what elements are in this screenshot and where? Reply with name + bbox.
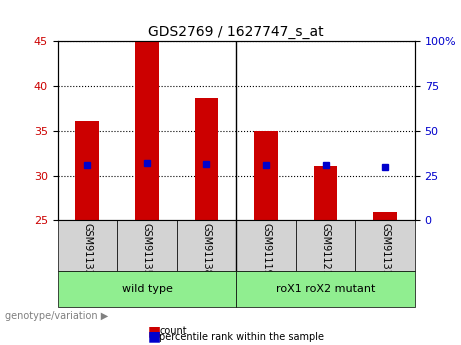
Text: wild type: wild type xyxy=(122,284,172,294)
Text: count: count xyxy=(159,326,187,336)
Text: GSM91119: GSM91119 xyxy=(261,223,271,276)
Bar xyxy=(195,98,219,220)
Text: roX1 roX2 mutant: roX1 roX2 mutant xyxy=(276,284,375,294)
FancyBboxPatch shape xyxy=(117,220,177,271)
Text: GSM91133: GSM91133 xyxy=(83,223,92,276)
Bar xyxy=(313,166,337,220)
FancyBboxPatch shape xyxy=(236,220,296,271)
FancyBboxPatch shape xyxy=(177,220,236,271)
Bar xyxy=(373,212,397,220)
FancyBboxPatch shape xyxy=(58,271,236,307)
Bar xyxy=(76,121,99,220)
Text: ■: ■ xyxy=(148,324,160,338)
Bar xyxy=(254,131,278,220)
Text: percentile rank within the sample: percentile rank within the sample xyxy=(159,332,324,342)
Text: GSM91138: GSM91138 xyxy=(201,223,212,276)
FancyBboxPatch shape xyxy=(58,220,117,271)
Text: GSM91121: GSM91121 xyxy=(320,223,331,276)
FancyBboxPatch shape xyxy=(236,271,415,307)
Text: genotype/variation ▶: genotype/variation ▶ xyxy=(5,311,108,321)
FancyBboxPatch shape xyxy=(355,220,415,271)
Text: GSM91135: GSM91135 xyxy=(142,223,152,276)
Text: ■: ■ xyxy=(148,329,160,343)
FancyBboxPatch shape xyxy=(296,220,355,271)
Text: GSM91131: GSM91131 xyxy=(380,223,390,276)
Title: GDS2769 / 1627747_s_at: GDS2769 / 1627747_s_at xyxy=(148,25,324,39)
Bar xyxy=(135,42,159,220)
